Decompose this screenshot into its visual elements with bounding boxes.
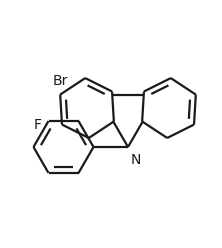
- Text: F: F: [34, 118, 42, 132]
- Text: N: N: [131, 153, 141, 167]
- Text: Br: Br: [52, 74, 68, 88]
